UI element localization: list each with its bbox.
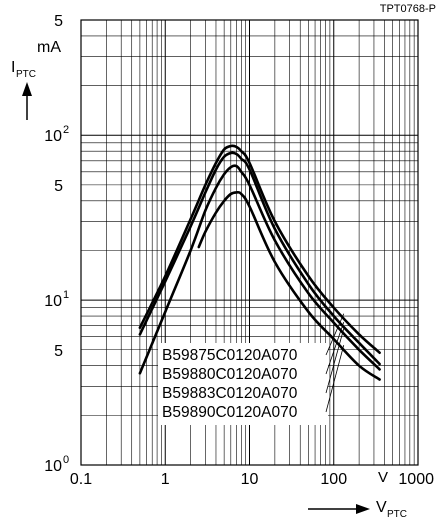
series-lines <box>138 144 381 381</box>
y-tick-base: 10 <box>44 458 62 475</box>
y-tick-base: 5 <box>54 13 63 30</box>
plot-frame <box>80 19 419 466</box>
legend-label: B59890C0120A070 <box>162 404 298 421</box>
y-axis-unit: mA <box>37 39 61 56</box>
x-tick-labels: 0.1 1 10 100 1000 <box>70 471 434 488</box>
legend-label: B59883C0120A070 <box>162 385 298 402</box>
x-axis-label-main: V <box>376 499 387 516</box>
legend-leader-line <box>325 321 345 375</box>
y-axis-arrow-head <box>22 82 32 96</box>
legend-background <box>158 343 328 425</box>
legend-leader-line <box>325 328 345 394</box>
legend-label: B59880C0120A070 <box>162 366 298 383</box>
legend-label: B59875C0120A070 <box>162 347 298 364</box>
y-tick-label: 5 <box>54 343 63 360</box>
y-tick-exponent: 0 <box>63 454 69 466</box>
y-axis-label-sub: PTC <box>16 69 36 80</box>
y-tick-label: 5 <box>54 13 63 30</box>
series-line <box>138 164 381 375</box>
y-tick-label: 10 1 <box>44 289 69 310</box>
y-tick-base: 5 <box>54 178 63 195</box>
x-tick-label: 1 <box>161 471 170 488</box>
y-tick-exponent: 2 <box>63 124 69 136</box>
x-tick-label: 1000 <box>398 471 434 488</box>
y-axis-label-main: I <box>11 59 15 76</box>
x-axis-label-sub: PTC <box>387 509 407 520</box>
y-tick-label: 5 <box>54 178 63 195</box>
y-tick-base: 10 <box>44 128 62 145</box>
y-tick-base: 5 <box>54 343 63 360</box>
x-tick-label: 100 <box>320 471 347 488</box>
x-tick-label: 10 <box>241 471 259 488</box>
x-tick-label: 0.1 <box>70 471 92 488</box>
x-axis-arrow-head <box>356 504 370 514</box>
y-tick-base: 10 <box>44 293 62 310</box>
figure-id: TPT0768-P <box>380 3 436 15</box>
y-tick-label: 10 0 <box>44 454 69 475</box>
series-line <box>197 191 381 381</box>
y-axis-label: I PTC mA <box>11 39 61 120</box>
legend: B59875C0120A070 B59880C0120A070 B59883C012… <box>158 313 345 425</box>
series-line <box>138 144 381 354</box>
x-axis-unit: V <box>378 469 388 486</box>
legend-leader-line <box>325 345 345 413</box>
legend-leader-line <box>325 313 345 356</box>
series-line <box>138 151 381 366</box>
y-tick-label: 10 2 <box>44 124 69 145</box>
x-axis-label: V PTC <box>308 499 407 520</box>
y-tick-exponent: 1 <box>63 289 69 301</box>
